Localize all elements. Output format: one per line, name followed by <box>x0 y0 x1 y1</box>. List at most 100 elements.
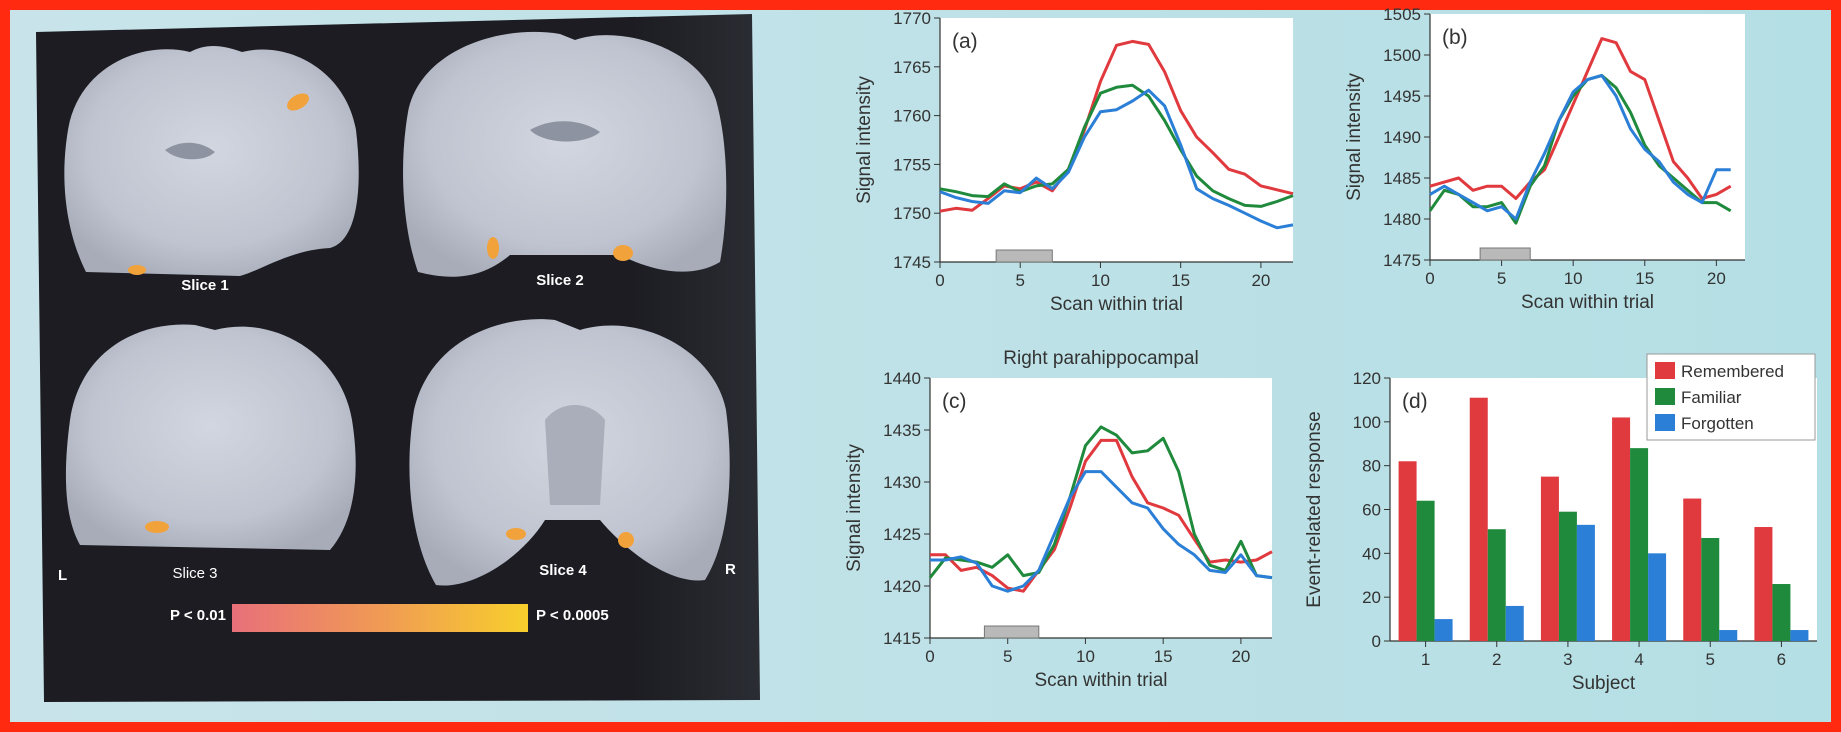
bar-familiar-subject-4 <box>1630 448 1649 641</box>
series-line-a-forgotten <box>939 88 1294 230</box>
x-tick-label-c-10: 10 <box>1076 647 1095 666</box>
series-line-a-familiar <box>939 83 1294 208</box>
y-tick-label-d-120: 120 <box>1353 369 1381 388</box>
x-tick-label-b-20: 20 <box>1707 269 1726 288</box>
chart-title-c: Right parahippocampal <box>1003 348 1198 369</box>
plot-area-a <box>940 18 1293 262</box>
legend-label-familiar: Familiar <box>1681 388 1742 407</box>
x-tick-label-a-15: 15 <box>1171 271 1190 290</box>
stimulus-bar-a <box>995 249 1053 263</box>
bar-forgotten-subject-1 <box>1434 619 1453 641</box>
x-tick-label-b-10: 10 <box>1564 269 1583 288</box>
bar-remembered-subject-1 <box>1398 461 1417 641</box>
series-line-c-familiar <box>928 425 1273 580</box>
y-tick-label-a-1755: 1755 <box>893 155 931 174</box>
bar-forgotten-subject-5 <box>1719 630 1738 641</box>
bar-remembered-subject-6 <box>1754 527 1773 641</box>
series-line-c-remembered <box>930 438 1273 593</box>
y-tick-label-a-1770: 1770 <box>893 9 931 28</box>
x-tick-label-a-5: 5 <box>1015 271 1024 290</box>
legend-label-forgotten: Forgotten <box>1681 414 1754 433</box>
y-axis-label-d: Event-related response <box>1304 411 1325 607</box>
x-tick-label-d-4: 4 <box>1634 650 1643 669</box>
bar-remembered-subject-2 <box>1469 397 1488 641</box>
y-tick-label-d-40: 40 <box>1362 544 1381 563</box>
plot-area-b <box>1430 14 1745 260</box>
y-tick-label-c-1430: 1430 <box>883 473 921 492</box>
x-tick-label-c-20: 20 <box>1231 647 1250 666</box>
x-tick-label-a-10: 10 <box>1091 271 1110 290</box>
bar-familiar-subject-6 <box>1772 584 1791 641</box>
y-tick-label-b-1490: 1490 <box>1383 128 1421 147</box>
y-axis-label-b: Signal intensity <box>1344 73 1365 201</box>
x-tick-label-d-6: 6 <box>1777 650 1786 669</box>
stimulus-bar-b <box>1479 247 1531 261</box>
x-axis-label-c: Scan within trial <box>1034 670 1167 691</box>
bar-forgotten-subject-3 <box>1576 524 1595 641</box>
bar-remembered-subject-4 <box>1612 417 1631 641</box>
y-tick-label-b-1485: 1485 <box>1383 169 1421 188</box>
legend-label-remembered: Remembered <box>1681 362 1784 381</box>
panel-label-d: (d) <box>1402 390 1428 413</box>
brain-slices-panel: Slice 1 Slice 2 Slice 3 L Slice 4 R P <box>36 14 760 702</box>
bar-familiar-subject-5 <box>1701 537 1720 641</box>
y-tick-label-c-1440: 1440 <box>883 369 921 388</box>
bar-remembered-subject-3 <box>1540 476 1559 641</box>
panel-label-b: (b) <box>1442 26 1468 49</box>
legend-swatch-familiar <box>1655 388 1675 405</box>
x-tick-label-a-0: 0 <box>935 271 944 290</box>
legend-swatch-forgotten <box>1655 414 1675 431</box>
y-tick-label-b-1495: 1495 <box>1383 87 1421 106</box>
slice-3-label: Slice 3 <box>172 565 217 582</box>
bar-familiar-subject-3 <box>1558 511 1577 641</box>
brain-slice-3: Slice 3 L <box>58 324 356 584</box>
bar-forgotten-subject-2 <box>1505 605 1524 641</box>
y-tick-label-b-1505: 1505 <box>1383 5 1421 24</box>
panel-label-a: (a) <box>952 30 978 53</box>
x-tick-label-d-3: 3 <box>1563 650 1572 669</box>
x-tick-label-d-1: 1 <box>1421 650 1430 669</box>
brain-slice-1: Slice 1 <box>64 46 359 294</box>
right-hemisphere-marker: R <box>725 561 736 578</box>
y-tick-label-a-1745: 1745 <box>893 253 931 272</box>
left-hemisphere-marker: L <box>58 567 67 584</box>
scale-low-label: P < 0.01 <box>170 607 226 624</box>
significance-color-scale <box>232 604 528 632</box>
chart-a-left-hippocampal: 1745 1750 1755 1760 1765 1770 Signal intensity… <box>854 9 1294 315</box>
brain-slice-4: Slice 4 R <box>409 319 736 586</box>
slice-2-label: Slice 2 <box>536 272 584 289</box>
panel-label-c: (c) <box>942 390 967 413</box>
series-line-b-forgotten <box>1429 74 1731 221</box>
y-tick-label-a-1760: 1760 <box>893 107 931 126</box>
bar-forgotten-subject-4 <box>1648 553 1667 641</box>
bar-familiar-subject-2 <box>1487 529 1506 641</box>
y-tick-label-d-20: 20 <box>1362 588 1381 607</box>
x-tick-label-b-0: 0 <box>1425 269 1434 288</box>
y-tick-label-c-1435: 1435 <box>883 421 921 440</box>
chart-d-event-related-response: 0 20 40 60 80 100 120 Event-related response Sub… <box>1304 353 1817 694</box>
x-tick-label-d-2: 2 <box>1492 650 1501 669</box>
x-tick-label-c-0: 0 <box>925 647 934 666</box>
bar-forgotten-subject-6 <box>1790 630 1809 641</box>
x-tick-label-b-5: 5 <box>1497 269 1506 288</box>
x-axis-label-d: Subject <box>1572 673 1636 694</box>
y-tick-label-d-100: 100 <box>1353 413 1381 432</box>
y-tick-label-a-1765: 1765 <box>893 58 931 77</box>
x-tick-label-d-5: 5 <box>1706 650 1715 669</box>
y-axis-label-a: Signal intensity <box>854 76 875 204</box>
x-axis-label-a: Scan within trial <box>1050 294 1183 315</box>
x-tick-label-c-5: 5 <box>1003 647 1012 666</box>
y-tick-label-b-1480: 1480 <box>1383 210 1421 229</box>
chart-c-right-parahippocampal: 1415 1420 1425 1430 1435 1440 Signal intensity… <box>844 348 1273 691</box>
y-tick-label-c-1415: 1415 <box>883 629 921 648</box>
brain-slice-2: Slice 2 <box>403 31 727 289</box>
x-tick-label-c-15: 15 <box>1154 647 1173 666</box>
bar-familiar-subject-1 <box>1416 500 1435 641</box>
slice-1-label: Slice 1 <box>181 277 229 294</box>
x-tick-label-a-20: 20 <box>1251 271 1270 290</box>
series-line-c-forgotten <box>930 470 1273 593</box>
legend-swatch-remembered <box>1655 362 1675 379</box>
y-tick-label-c-1420: 1420 <box>883 577 921 596</box>
